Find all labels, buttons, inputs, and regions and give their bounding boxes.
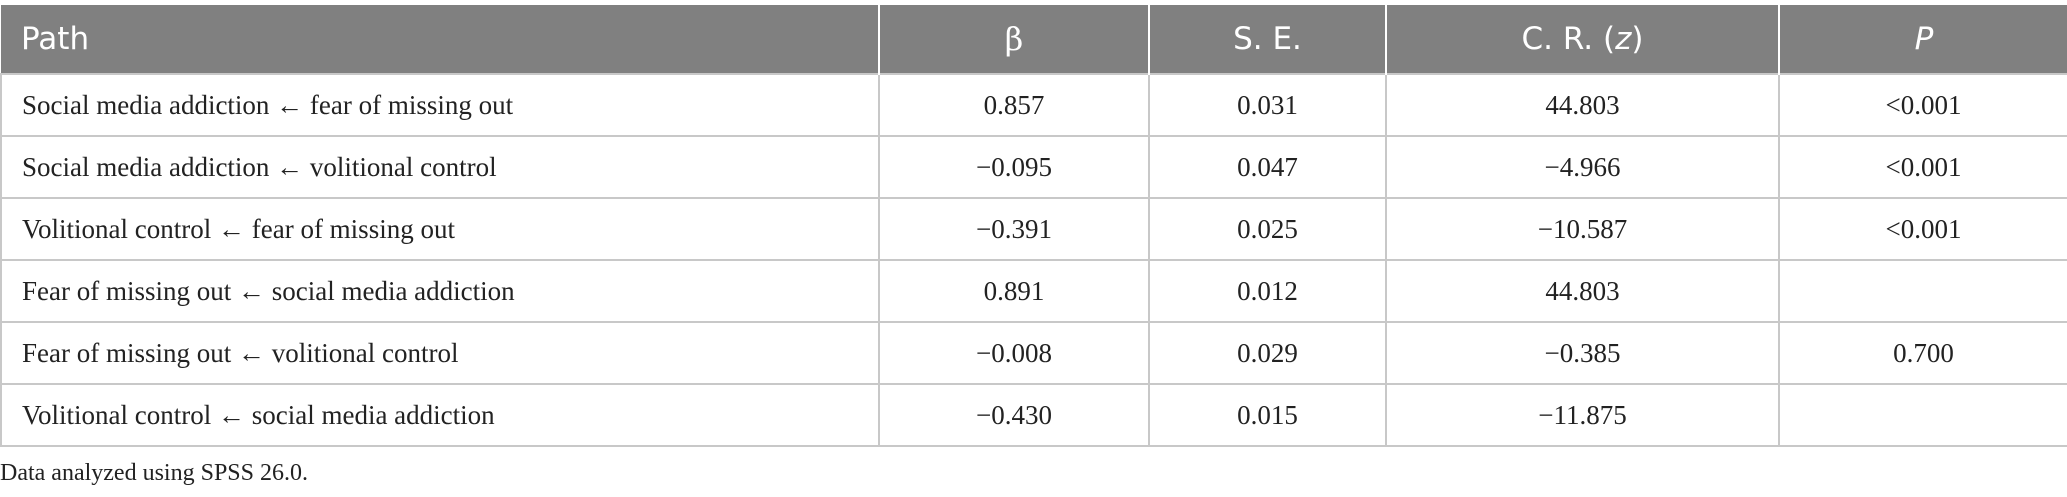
- table-row: Volitional control ← social media addict…: [0, 383, 2067, 447]
- cell-path: Social media addiction ← fear of missing…: [0, 73, 879, 136]
- header-path: Path: [1, 5, 879, 74]
- cell-cr: 44.803: [1385, 73, 1779, 136]
- cell-p: <0.001: [1778, 73, 2067, 136]
- table-row: Social media addiction ← fear of missing…: [0, 73, 2067, 136]
- cell-beta: −0.391: [878, 197, 1149, 260]
- cell-path: Fear of missing out ← social media addic…: [0, 259, 879, 322]
- header-cr-prefix: C. R. (: [1521, 21, 1616, 57]
- table-row: Fear of missing out ← volitional control…: [0, 321, 2067, 384]
- cell-se: 0.031: [1148, 73, 1386, 136]
- cell-p: [1778, 383, 2067, 447]
- header-p: P: [1778, 5, 2067, 74]
- cell-cr: −0.385: [1385, 321, 1779, 384]
- cell-p: [1778, 259, 2067, 322]
- table-row: Social media addiction ← volitional cont…: [0, 135, 2067, 198]
- header-se: S. E.: [1148, 5, 1386, 74]
- cell-cr: −4.966: [1385, 135, 1779, 198]
- cell-path: Social media addiction ← volitional cont…: [0, 135, 879, 198]
- cell-path: Volitional control ← social media addict…: [0, 383, 879, 447]
- cell-p: 0.700: [1778, 321, 2067, 384]
- header-beta: β: [878, 5, 1149, 74]
- cell-p: <0.001: [1778, 197, 2067, 260]
- cell-cr: 44.803: [1385, 259, 1779, 322]
- cell-beta: −0.008: [878, 321, 1149, 384]
- cell-se: 0.015: [1148, 383, 1386, 447]
- table-footnote: Data analyzed using SPSS 26.0.: [0, 460, 308, 486]
- cell-p: <0.001: [1778, 135, 2067, 198]
- path-coefficients-table: Path β S. E. C. R. (z) P Social media ad…: [0, 5, 2067, 447]
- cell-path: Volitional control ← fear of missing out: [0, 197, 879, 260]
- header-cr-suffix: ): [1631, 21, 1644, 57]
- table-row: Volitional control ← fear of missing out…: [0, 197, 2067, 260]
- cell-se: 0.029: [1148, 321, 1386, 384]
- header-cr-z: z: [1615, 21, 1632, 57]
- cell-beta: 0.857: [878, 73, 1149, 136]
- cell-se: 0.025: [1148, 197, 1386, 260]
- cell-path: Fear of missing out ← volitional control: [0, 321, 879, 384]
- table-row: Fear of missing out ← social media addic…: [0, 259, 2067, 322]
- header-cr: C. R. (z): [1385, 5, 1779, 74]
- cell-beta: −0.430: [878, 383, 1149, 447]
- cell-se: 0.012: [1148, 259, 1386, 322]
- results-table-container: Path β S. E. C. R. (z) P Social media ad…: [0, 5, 2067, 447]
- header-p-label: P: [1914, 21, 1934, 57]
- cell-se: 0.047: [1148, 135, 1386, 198]
- table-header-row: Path β S. E. C. R. (z) P: [1, 5, 2067, 74]
- cell-beta: 0.891: [878, 259, 1149, 322]
- cell-cr: −11.875: [1385, 383, 1779, 447]
- cell-cr: −10.587: [1385, 197, 1779, 260]
- cell-beta: −0.095: [878, 135, 1149, 198]
